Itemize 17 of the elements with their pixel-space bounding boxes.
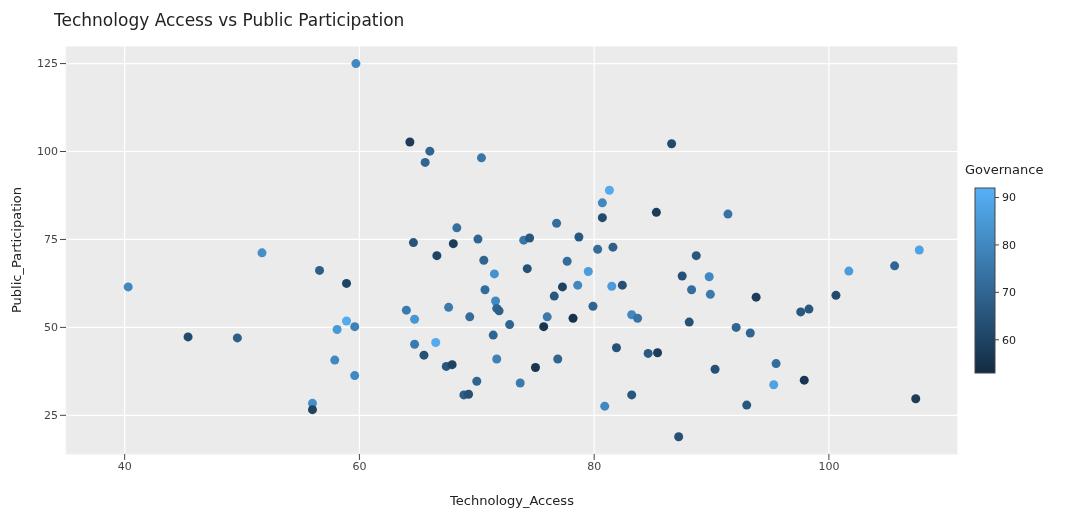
y-axis-title: Public_Participation: [8, 186, 24, 314]
chart-title: Technology Access vs Public Participation: [53, 9, 406, 32]
color-bar-label: 70: [1002, 286, 1016, 300]
y-tick-label: 25: [44, 409, 58, 423]
y-tick-label: 100: [37, 145, 58, 159]
color-bar-label: 80: [1002, 238, 1016, 252]
x-tick-label: 80: [587, 459, 602, 473]
x-tick-label: 100: [818, 459, 840, 473]
color-bar-title: Governance: [965, 162, 1044, 177]
x-axis-title: Technology_Access: [449, 493, 575, 509]
x-tick-label: 60: [352, 459, 367, 473]
x-tick-label: 40: [117, 459, 132, 473]
y-tick-label: 125: [37, 57, 58, 71]
color-bar-label: 60: [1002, 333, 1016, 347]
y-tick-label: 50: [44, 321, 58, 335]
color-bar-label: 90: [1002, 191, 1016, 205]
y-tick-label: 75: [44, 233, 58, 247]
